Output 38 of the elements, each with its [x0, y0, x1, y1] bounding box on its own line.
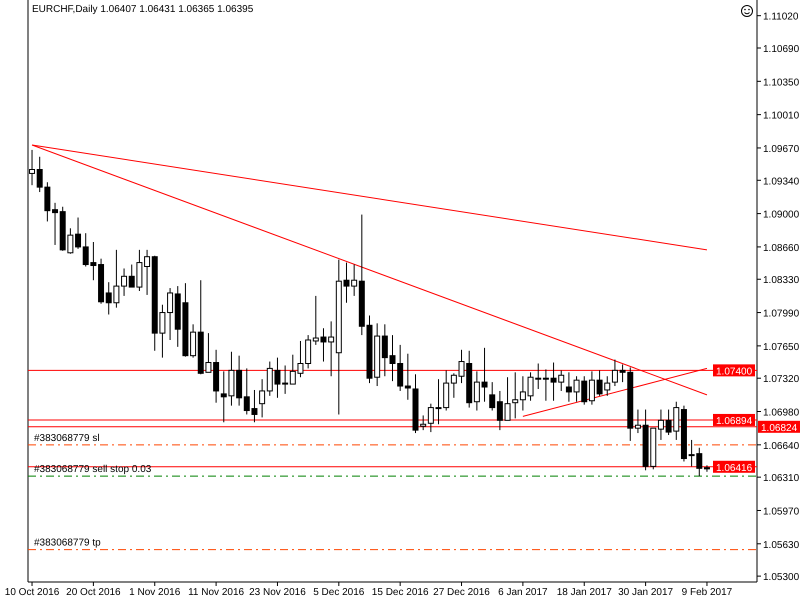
- y-tick-label: 1.11020: [763, 12, 799, 23]
- y-tick-label: 1.07320: [763, 374, 800, 386]
- ref-line-label: #383068779 sl: [34, 432, 100, 444]
- x-tick-label: 18 Jan 2017: [556, 587, 612, 598]
- y-tick-label: 1.06980: [763, 408, 800, 419]
- y-tick-label: 1.05300: [763, 572, 800, 584]
- y-tick-label: 1.06310: [763, 473, 800, 484]
- y-tick-label: 1.10010: [763, 110, 800, 122]
- ref-line-label: #383068779 tp: [34, 538, 102, 549]
- ref-line-label: 1.07400: [716, 366, 753, 378]
- chart-title: EURCHF,Daily 1.06407 1.06431 1.06365 1.06395: [32, 4, 254, 15]
- x-tick-label: 1 Nov 2016: [129, 587, 181, 598]
- y-tick-label: 1.09340: [763, 176, 800, 188]
- x-tick-label: 9 Feb 2017: [682, 587, 733, 598]
- ref-line-label: 1.06416: [716, 462, 753, 474]
- y-tick-label: 1.10350: [763, 77, 800, 88]
- y-tick-label: 1.06640: [763, 440, 800, 452]
- x-tick-label: 10 Oct 2016: [4, 587, 60, 598]
- y-tick-label: 1.05970: [763, 506, 800, 518]
- x-tick-label: 5 Dec 2016: [313, 587, 365, 598]
- y-tick-label: 1.10690: [763, 44, 800, 56]
- x-tick-label: 6 Jan 2017: [498, 587, 548, 598]
- x-tick-label: 11 Nov 2016: [188, 587, 245, 598]
- x-tick-label: 15 Dec 2016: [372, 587, 429, 598]
- y-tick-label: 1.09670: [763, 144, 800, 155]
- y-tick-label: 1.07990: [763, 308, 800, 320]
- ref-line-label: 1.06894: [716, 416, 753, 427]
- ref-line-label: #383068779 sell stop 0.03: [34, 464, 152, 476]
- y-tick-label: 1.05630: [763, 540, 800, 551]
- x-tick-label: 20 Oct 2016: [66, 587, 122, 598]
- x-tick-label: 30 Jan 2017: [618, 587, 674, 598]
- y-tick-label: 1.09000: [763, 210, 800, 221]
- y-tick-label: 1.08330: [763, 275, 800, 286]
- x-tick-label: 27 Dec 2016: [433, 587, 490, 598]
- y-tick-label: 1.07650: [763, 342, 800, 353]
- y-tick-label: 1.08660: [763, 242, 800, 254]
- x-tick-label: 23 Nov 2016: [249, 587, 306, 598]
- ref-line-label: 1.06824: [761, 422, 798, 434]
